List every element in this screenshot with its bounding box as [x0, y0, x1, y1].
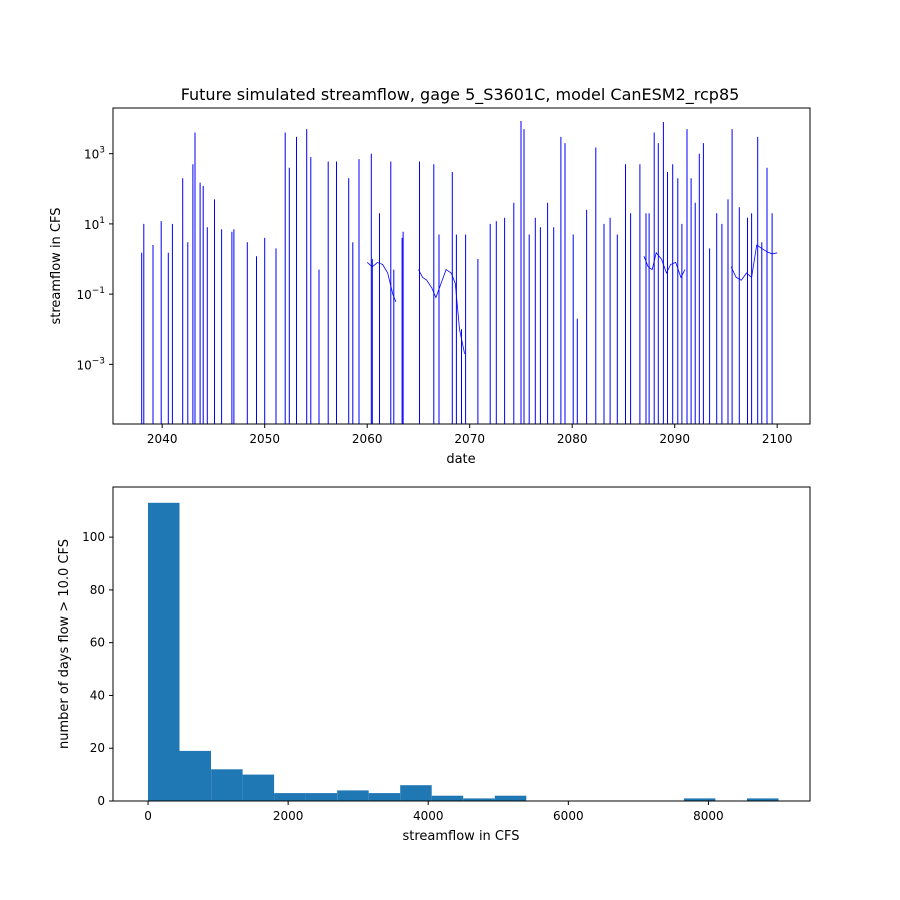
y-tick-label: 20: [90, 741, 105, 755]
histogram-bar: [305, 793, 338, 801]
y-tick-label: 10−1: [76, 286, 105, 302]
x-tick-label: 2070: [454, 432, 485, 446]
histogram-x-ticks: 0 2000 4000 6000 8000: [144, 801, 724, 823]
x-tick-label: 0: [144, 809, 152, 823]
timeseries-x-ticks: 2040 2050 2060 2070 2080 2090 2100: [147, 424, 793, 446]
histogram-y-label: number of days flow > 10.0 CFS: [57, 539, 72, 749]
histogram-bar: [274, 793, 306, 801]
histogram-bar: [747, 798, 779, 801]
timeseries-chart: Future simulated streamflow, gage 5_S360…: [49, 85, 811, 467]
timeseries-plot-area: [112, 107, 811, 425]
timeseries-y-ticks: 10−3 10−1 101 103: [76, 146, 113, 372]
x-tick-label: 6000: [553, 809, 584, 823]
x-tick-label: 8000: [693, 809, 724, 823]
histogram-bar: [211, 769, 243, 801]
x-tick-label: 2050: [249, 432, 280, 446]
baseflow-line: [366, 261, 397, 303]
x-tick-label: 2100: [762, 432, 793, 446]
baseflow-line: [418, 268, 465, 354]
y-tick-label: 0: [97, 794, 105, 808]
histogram-bar: [400, 785, 432, 801]
histogram-y-ticks: 0 20 40 60 80 100: [82, 530, 113, 808]
y-tick-label: 103: [84, 146, 105, 162]
histogram-axes-frame: [112, 486, 811, 802]
y-tick-label: 10−3: [76, 356, 105, 372]
histogram-bar: [242, 774, 275, 801]
x-tick-label: 4000: [413, 809, 444, 823]
x-tick-label: 2060: [352, 432, 383, 446]
histogram-bar: [463, 798, 495, 801]
timeseries-title: Future simulated streamflow, gage 5_S360…: [181, 85, 740, 105]
histogram-bar: [148, 502, 180, 801]
histogram-x-label: streamflow in CFS: [402, 829, 519, 844]
histogram-chart: 0 2000 4000 6000 8000 0 20 40 60 80 100 streamflo…: [57, 486, 811, 844]
x-tick-label: 2040: [147, 432, 178, 446]
baseflow-line: [730, 244, 778, 281]
x-tick-label: 2090: [659, 432, 690, 446]
timeseries-x-label: date: [446, 452, 475, 467]
histogram-bar: [431, 795, 464, 801]
y-tick-label: 60: [90, 636, 105, 650]
histogram-bars: [148, 502, 779, 801]
y-tick-label: 80: [90, 583, 105, 597]
histogram-bar: [368, 793, 401, 801]
y-tick-label: 40: [90, 688, 105, 702]
x-tick-label: 2080: [557, 432, 588, 446]
histogram-bar: [179, 750, 211, 801]
histogram-bar: [683, 798, 716, 801]
timeseries-axes-frame: [112, 107, 811, 425]
x-tick-label: 2000: [273, 809, 304, 823]
y-tick-label: 101: [84, 216, 105, 232]
timeseries-series: [141, 121, 778, 424]
timeseries-y-label: streamflow in CFS: [49, 207, 64, 324]
y-tick-label: 100: [82, 530, 105, 544]
histogram-plot-area: [112, 486, 811, 802]
histogram-bar: [494, 795, 527, 801]
baseflow-line: [643, 251, 686, 279]
histogram-bar: [337, 790, 369, 801]
